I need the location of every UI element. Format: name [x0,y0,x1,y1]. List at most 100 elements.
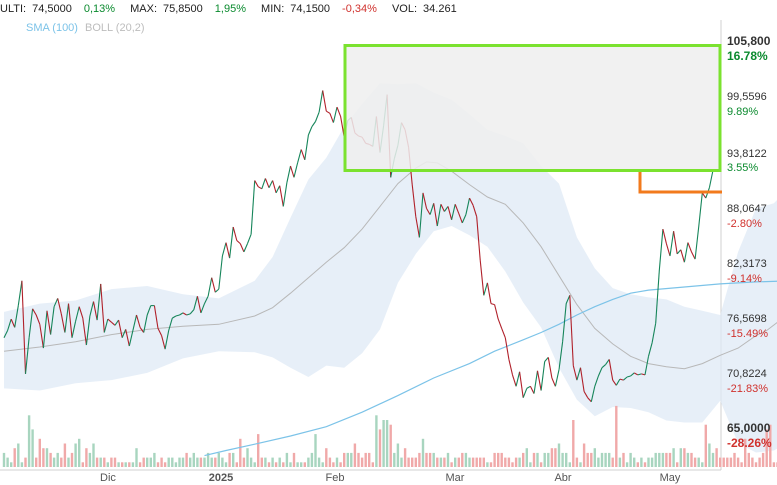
legend-boll[interactable]: BOLL (20,2) [85,22,145,34]
volume-bar [117,462,120,467]
price-segment [114,319,120,326]
price-segment [619,378,624,381]
min-value: 74,1500 [290,3,331,15]
price-segment [590,386,596,402]
price-segment [85,315,91,346]
y-tick-pct-label: -28.26% [727,436,772,450]
volume-bar [138,462,142,467]
price-segment [554,369,560,387]
volume-bar [568,462,571,467]
volume-bar [428,452,432,467]
volume-bar [357,452,360,467]
x-tick-label: Mar [446,472,465,484]
price-segment [519,371,524,398]
price-segment [451,204,456,220]
volume-bar [418,452,421,467]
volume-bar [539,462,543,467]
volume-bar [679,448,682,467]
price-segment [221,242,227,257]
volume-bar [650,457,654,467]
price-segment [326,110,331,114]
highlight-zone [343,44,722,172]
volume-bar [690,452,693,467]
volume-bar [507,457,511,467]
volume-bar [686,452,690,467]
volume-bar [393,452,396,467]
price-segment [293,162,299,178]
price-segment [261,178,266,189]
volume-bar [49,452,52,467]
volume-bar [504,457,507,467]
price-segment [322,90,327,112]
stats-bar: ULTI: 74,5000 0,13% MAX: 75,8500 1,95% MIN: 7… [0,0,777,18]
orange-bracket [638,172,722,194]
max-value: 75,8500 [163,3,203,15]
volume-bar [450,462,453,467]
price-segment [490,303,495,306]
price-segment [669,231,675,257]
volume-bar [511,462,514,467]
volume-bar [385,420,389,467]
chart-legend: SMA (100) BOLL (20,2) [26,21,149,35]
volume-bar [432,452,435,467]
price-segment [597,367,603,377]
price-segment [211,277,216,293]
volume-bar [500,452,503,467]
volume-bar [400,457,403,467]
price-segment [665,243,671,257]
volume-bar [167,457,170,467]
price-segment [422,192,428,209]
volume-bar [206,452,210,467]
volume-bar [160,457,163,467]
price-segment [318,90,324,113]
price-segment [289,165,295,178]
volume-bar [704,424,707,467]
price-segment [207,277,213,297]
volume-bar [554,448,557,467]
volume-bar [278,457,281,467]
x-tick-label: Feb [326,472,345,484]
volume-bar [27,415,31,467]
price-segment [139,327,145,333]
price-segment [314,112,320,122]
price-segment [587,397,592,403]
price-segment [67,303,73,338]
volume-bar [171,457,174,467]
volume-bar [658,452,661,467]
volume-bar [439,457,443,467]
volume-bar [482,457,485,467]
volume-bar [532,452,536,467]
volume-bar [736,457,740,467]
volume-bar [464,452,468,467]
price-segment [511,374,517,387]
y-tick-pct-label: -21.83% [727,383,768,395]
volume-bar [56,452,59,467]
price-segment [522,388,528,398]
price-segment [46,310,52,335]
volume-bar [436,457,439,467]
volume-bar [113,457,117,467]
x-tick-label: Abr [554,472,571,484]
volume-bar [729,457,733,467]
price-segment [565,295,571,304]
price-segment [576,367,582,381]
price-segment [443,206,449,212]
volume-bar [163,462,167,467]
price-segment [57,298,62,315]
volume-bar [210,457,213,467]
volume-bar [60,457,63,467]
y-tick-label: 70,8224 [727,368,767,380]
volume-bar [751,457,754,467]
price-segment [157,328,163,336]
volume-bar [371,462,374,467]
last-value: 74,5000 [32,3,72,15]
y-tick-label: 105,800 [727,34,771,48]
price-segment [433,203,438,227]
volume-bar [221,457,224,467]
price-segment [691,251,696,260]
volume-bar [260,457,263,467]
legend-sma[interactable]: SMA (100) [26,22,78,34]
price-segment [694,226,700,260]
price-segment [544,357,549,362]
volume-bar [489,462,493,467]
